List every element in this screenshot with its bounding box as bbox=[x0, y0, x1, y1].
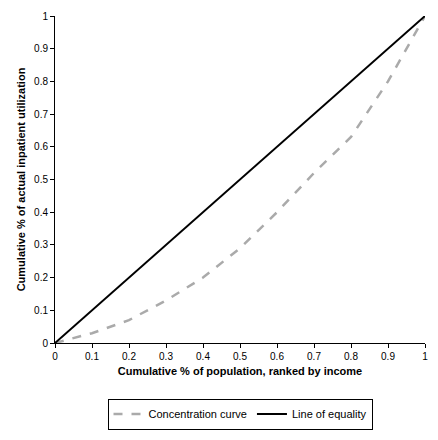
svg-text:0.6: 0.6 bbox=[34, 141, 48, 152]
svg-text:Cumulative % of population, ra: Cumulative % of population, ranked by in… bbox=[118, 365, 362, 377]
svg-text:Cumulative % of actual inpatie: Cumulative % of actual inpatient utiliza… bbox=[15, 67, 27, 291]
svg-text:0.3: 0.3 bbox=[34, 239, 48, 250]
svg-text:0.4: 0.4 bbox=[34, 207, 48, 218]
svg-text:0.6: 0.6 bbox=[270, 351, 284, 362]
svg-text:1: 1 bbox=[42, 11, 48, 22]
svg-text:0.5: 0.5 bbox=[34, 174, 48, 185]
svg-text:0.2: 0.2 bbox=[122, 351, 136, 362]
svg-text:0.7: 0.7 bbox=[34, 109, 48, 120]
svg-text:0.2: 0.2 bbox=[34, 272, 48, 283]
svg-text:Concentration curve: Concentration curve bbox=[149, 408, 247, 420]
svg-text:0: 0 bbox=[42, 338, 48, 349]
svg-text:0.8: 0.8 bbox=[34, 76, 48, 87]
svg-text:0.7: 0.7 bbox=[307, 351, 321, 362]
svg-text:0.3: 0.3 bbox=[159, 351, 173, 362]
svg-text:0.8: 0.8 bbox=[344, 351, 358, 362]
svg-text:1: 1 bbox=[422, 351, 428, 362]
svg-text:0.9: 0.9 bbox=[381, 351, 395, 362]
svg-text:0.5: 0.5 bbox=[233, 351, 247, 362]
svg-text:0.1: 0.1 bbox=[34, 305, 48, 316]
svg-text:0.9: 0.9 bbox=[34, 43, 48, 54]
svg-text:0.4: 0.4 bbox=[196, 351, 210, 362]
svg-text:Line of equality: Line of equality bbox=[292, 408, 366, 420]
svg-text:0: 0 bbox=[52, 351, 58, 362]
svg-text:0.1: 0.1 bbox=[85, 351, 99, 362]
